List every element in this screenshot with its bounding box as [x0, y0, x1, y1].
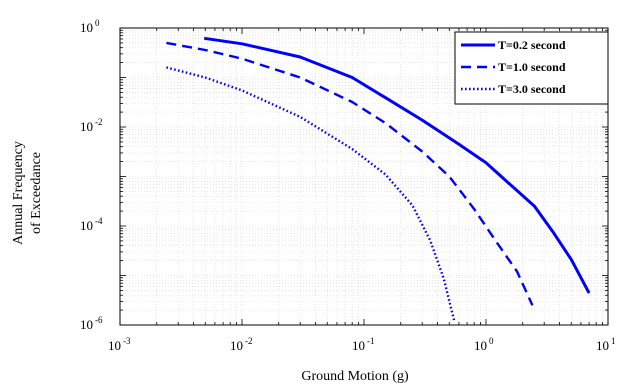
x-tick-exponent: -3 — [123, 336, 131, 346]
y-axis-label-line-1: Annual Frequency — [11, 141, 26, 245]
series-lines — [166, 36, 591, 322]
x-tick-label: 10 -2 — [230, 336, 253, 353]
y-tick-exponent: 0 — [95, 18, 100, 28]
tick-labels: 10 -3 10 -2 10 -1 10 0 10 110 010 -210 -410 -6 — [80, 18, 616, 353]
y-tick-base: 10 — [80, 119, 93, 134]
series-line-2 — [166, 41, 534, 306]
legend: T=0.2 second T=1.0 second T=3.0 second — [454, 31, 609, 105]
y-tick-exponent: -6 — [95, 315, 103, 325]
y-tick-base: 10 — [80, 317, 93, 332]
legend-label-1: T=0.2 second — [498, 38, 566, 52]
y-tick-exponent: -2 — [95, 117, 103, 127]
x-axis-label: Ground Motion (g) — [301, 369, 409, 384]
x-tick-exponent: -2 — [245, 336, 253, 346]
x-tick-base: 10 — [474, 338, 487, 353]
y-tick-label: 10 -6 — [80, 315, 103, 332]
x-tick-base: 10 — [352, 338, 365, 353]
series-line-1 — [203, 36, 591, 294]
y-tick-base: 10 — [80, 218, 93, 233]
legend-label-3: T=3.0 second — [498, 82, 566, 96]
x-tick-base: 10 — [230, 338, 243, 353]
x-tick-label: 10 -3 — [108, 336, 131, 353]
y-axis-label-line-2: of Exceedance — [29, 152, 44, 234]
x-tick-label: 10 1 — [596, 336, 616, 353]
x-tick-label: 10 -1 — [352, 336, 375, 353]
y-tick-label: 10 -2 — [80, 117, 103, 134]
x-tick-base: 10 — [108, 338, 121, 353]
y-tick-label: 10 -4 — [80, 216, 103, 233]
y-tick-label: 10 0 — [80, 18, 100, 35]
series-line-3 — [166, 66, 456, 322]
x-tick-exponent: -1 — [367, 336, 375, 346]
grid-lines — [119, 28, 608, 326]
x-tick-base: 10 — [596, 338, 609, 353]
legend-label-2: T=1.0 second — [498, 60, 566, 74]
y-tick-base: 10 — [80, 20, 93, 35]
x-tick-exponent: 0 — [489, 336, 494, 346]
x-tick-exponent: 1 — [611, 336, 616, 346]
y-tick-exponent: -4 — [95, 216, 103, 226]
x-tick-label: 10 0 — [474, 336, 494, 353]
